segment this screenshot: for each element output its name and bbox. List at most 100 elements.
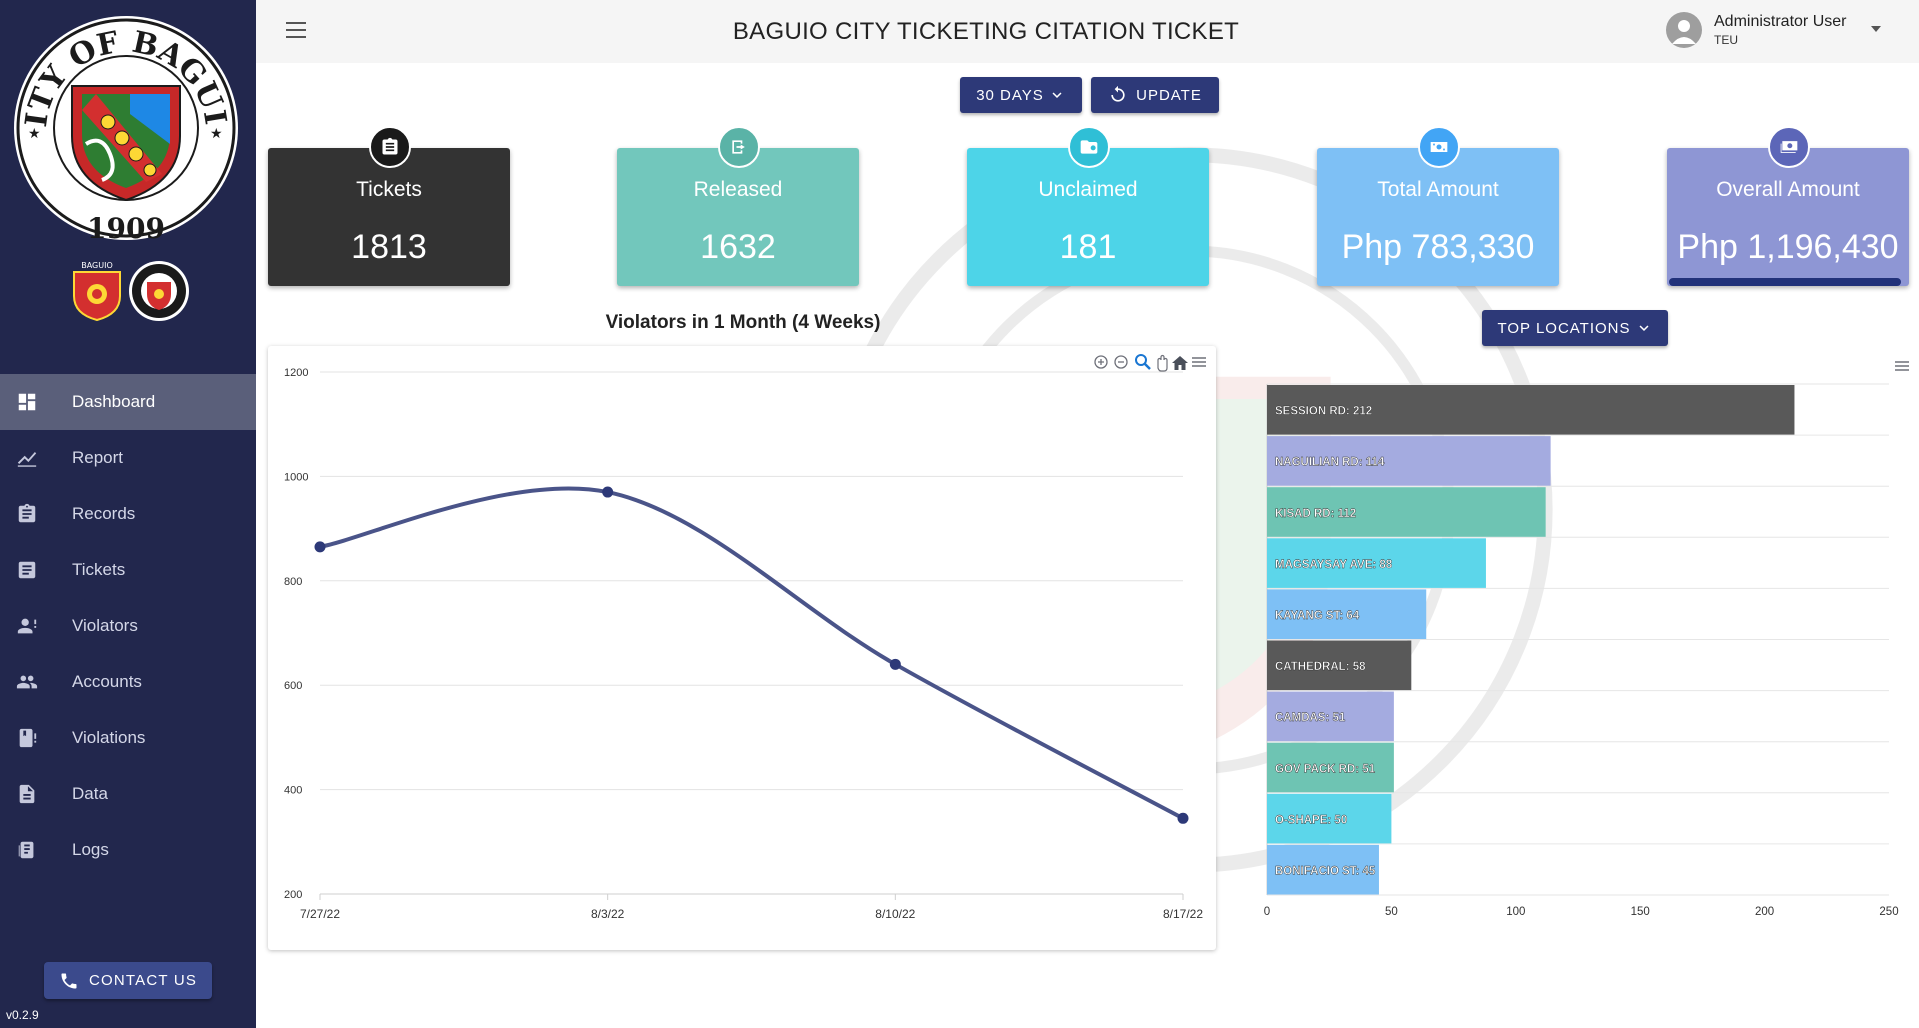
sidebar-item-data[interactable]: Data — [0, 766, 256, 822]
magnifier-icon[interactable] — [1135, 354, 1151, 370]
card-value: 1813 — [351, 228, 427, 266]
sidebar-item-label: Accounts — [72, 672, 142, 691]
chevron-down-icon — [1639, 325, 1649, 331]
bar[interactable] — [1267, 640, 1412, 691]
x-tick-label: 8/17/22 — [1163, 907, 1203, 921]
contact-us-button[interactable]: CONTACT US — [44, 962, 212, 999]
dashboard-icon — [16, 391, 38, 413]
app-version: v0.2.9 — [6, 1008, 39, 1022]
zoom-out-icon[interactable] — [1114, 355, 1128, 369]
sidebar-item-label: Data — [72, 784, 108, 803]
user-name: Administrator User — [1714, 13, 1847, 30]
bar-data-label: CATHEDRAL: 58 — [1275, 661, 1366, 673]
x-tick-label: 100 — [1506, 906, 1525, 918]
bar-data-label: NAGUILIAN RD: 114 — [1275, 457, 1385, 469]
bar[interactable] — [1267, 742, 1394, 793]
bar[interactable] — [1267, 538, 1486, 588]
line-chart-panel: 200 400 600 800 1000 1200 7/27/22 8/3/22 8/10/22… — [268, 346, 1216, 950]
bar-data-label: GOV PACK RD: 51 — [1275, 763, 1376, 775]
avatar — [1666, 12, 1702, 48]
y-tick-label: 400 — [284, 785, 302, 797]
line-chart-icon — [16, 447, 38, 469]
card-label: Overall Amount — [1716, 178, 1860, 201]
refresh-icon — [1111, 85, 1125, 102]
card-value: 181 — [1059, 228, 1117, 266]
card-label: Released — [693, 178, 783, 201]
contact-us-label: CONTACT US — [88, 972, 198, 989]
x-tick-label: 0 — [1264, 906, 1270, 918]
bar-chart: SESSION RD: 212 NAGUILIAN RD: 114 KISAD RD… — [1264, 361, 1909, 918]
x-tick-label: 200 — [1755, 906, 1774, 918]
bar[interactable] — [1267, 589, 1427, 639]
y-tick-label: 1000 — [284, 471, 308, 483]
bar-data-label: KAYANG ST: 64 — [1275, 610, 1360, 622]
cash-icon — [1418, 126, 1460, 168]
bar-data-label: SESSION RD: 212 — [1275, 406, 1372, 418]
sidebar-item-accounts[interactable]: Accounts — [0, 654, 256, 710]
date-range-label: 30 DAYS — [976, 86, 1044, 104]
user-menu[interactable]: Administrator User TEU — [1666, 12, 1846, 48]
update-label: UPDATE — [1136, 86, 1202, 104]
sidebar-item-label: Dashboard — [72, 392, 156, 411]
sidebar-item-label: Violators — [72, 616, 138, 635]
data-point[interactable] — [602, 486, 614, 498]
bar[interactable] — [1267, 691, 1394, 742]
baguio-police-badge-icon: BAGUIO — [73, 261, 121, 322]
released-card: Released 1632 — [617, 126, 859, 286]
sidebar-item-label: Logs — [72, 840, 109, 859]
chevron-down-icon — [1052, 92, 1062, 98]
sidebar-item-dashboard[interactable]: Dashboard — [0, 374, 256, 430]
seal-year: 1909 — [87, 212, 165, 242]
data-point[interactable] — [1177, 812, 1189, 824]
zoom-in-icon[interactable] — [1094, 355, 1108, 369]
data-point[interactable] — [889, 658, 901, 670]
sidebar-item-logs[interactable]: Logs — [0, 822, 256, 878]
x-tick-label: 150 — [1631, 906, 1650, 918]
bar[interactable] — [1267, 487, 1546, 537]
card-scroll-indicator — [1669, 278, 1901, 286]
bar-data-label: CAMDAS: 51 — [1275, 712, 1346, 724]
sidebar-item-violators[interactable]: Violators — [0, 598, 256, 654]
clipboard-icon — [369, 126, 411, 168]
sidebar-nav: Dashboard Report Records Tickets Violato… — [0, 374, 256, 878]
top-header: BAGUIO CITY TICKETING CITATION TICKET Ad… — [256, 0, 1919, 63]
bar[interactable] — [1267, 436, 1551, 486]
bar[interactable] — [1267, 793, 1392, 844]
x-tick-label: 7/27/22 — [300, 907, 340, 921]
x-tick-label: 50 — [1385, 906, 1398, 918]
date-range-button[interactable]: 30 DAYS — [960, 77, 1082, 113]
series-line — [319, 486, 1184, 821]
bar-chart-panel: SESSION RD: 212 NAGUILIAN RD: 114 KISAD RD… — [1215, 346, 1915, 926]
city-of-baguio-seal-icon: CITY OF BAGUIO 1909 ★ ★ — [12, 14, 238, 242]
y-tick-label: 600 — [284, 680, 302, 692]
bar-data-label: BONIFACIO ST: 45 — [1275, 865, 1376, 877]
phone-icon — [61, 973, 77, 988]
clipboard-icon — [16, 503, 38, 525]
sidebar-item-records[interactable]: Records — [0, 486, 256, 542]
top-locations-button[interactable]: TOP LOCATIONS — [1482, 310, 1668, 346]
menu-icon[interactable] — [1192, 357, 1206, 367]
sidebar-item-violations[interactable]: Violations — [0, 710, 256, 766]
card-label: Unclaimed — [1038, 178, 1138, 201]
document-icon — [16, 783, 38, 805]
tickets-card: Tickets 1813 — [268, 126, 510, 286]
menu-icon[interactable] — [1895, 361, 1909, 371]
sidebar-item-report[interactable]: Report — [0, 430, 256, 486]
folder-alert-icon — [1068, 126, 1110, 168]
chevron-down-icon[interactable] — [1871, 26, 1881, 32]
bar[interactable] — [1267, 385, 1795, 435]
money-stack-icon — [1768, 126, 1810, 168]
sidebar-item-tickets[interactable]: Tickets — [0, 542, 256, 598]
home-icon[interactable] — [1172, 356, 1188, 370]
update-button[interactable]: UPDATE — [1091, 77, 1219, 113]
data-point[interactable] — [314, 541, 326, 553]
pan-hand-icon[interactable] — [1157, 354, 1168, 372]
menu-toggle-icon[interactable] — [286, 22, 306, 38]
card-label: Tickets — [356, 178, 422, 201]
people-icon — [16, 671, 38, 693]
sidebar-item-label: Records — [72, 504, 136, 523]
top-locations-label: TOP LOCATIONS — [1497, 319, 1631, 337]
bar[interactable] — [1267, 844, 1379, 895]
x-tick-label: 8/3/22 — [591, 907, 625, 921]
bar-data-label: O-SHAPE: 50 — [1275, 814, 1347, 826]
